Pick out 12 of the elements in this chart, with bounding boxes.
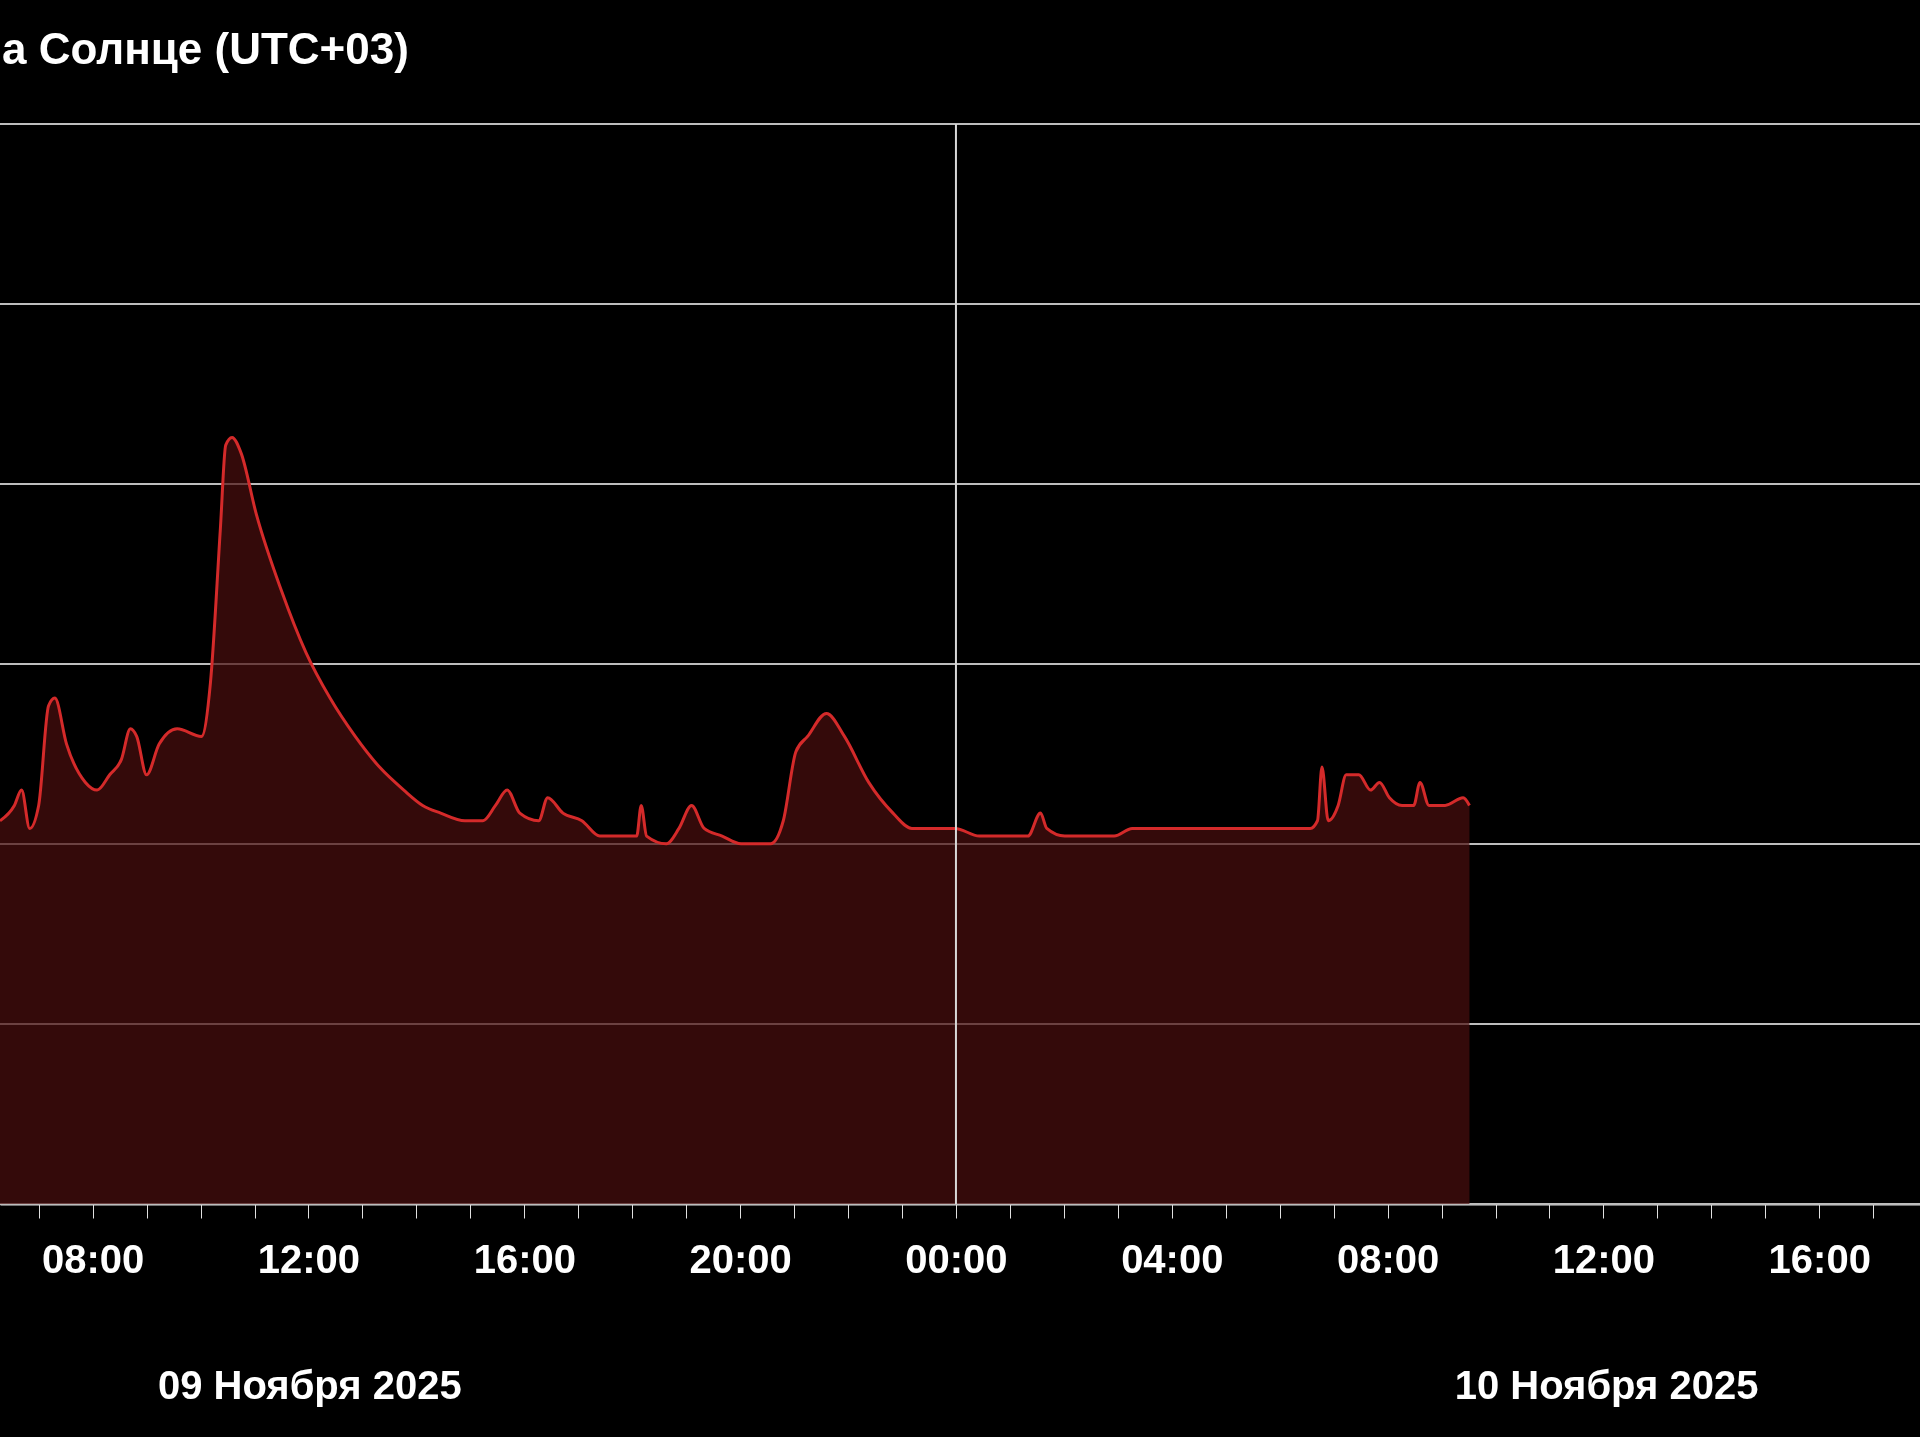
x-tick-label: 08:00: [1336, 1236, 1440, 1281]
chart-title: а Солнце (UTC+03): [2, 24, 409, 73]
x-tick-label: 00:00: [905, 1236, 1008, 1281]
text: 10 Ноября 2025: [1454, 1363, 1759, 1407]
x-tick-label: 12:00: [257, 1236, 361, 1281]
x-tick-label: 08:00: [41, 1236, 145, 1281]
x-tick-label: 20:00: [689, 1236, 792, 1281]
x-tick-label: 12:00: [1552, 1236, 1656, 1281]
x-tick-label: 16:00: [1768, 1236, 1871, 1281]
text: 09 Ноября 2025: [157, 1363, 462, 1407]
x-tick-label: 04:00: [1121, 1236, 1224, 1281]
x-tick-label: 16:00: [473, 1236, 576, 1281]
